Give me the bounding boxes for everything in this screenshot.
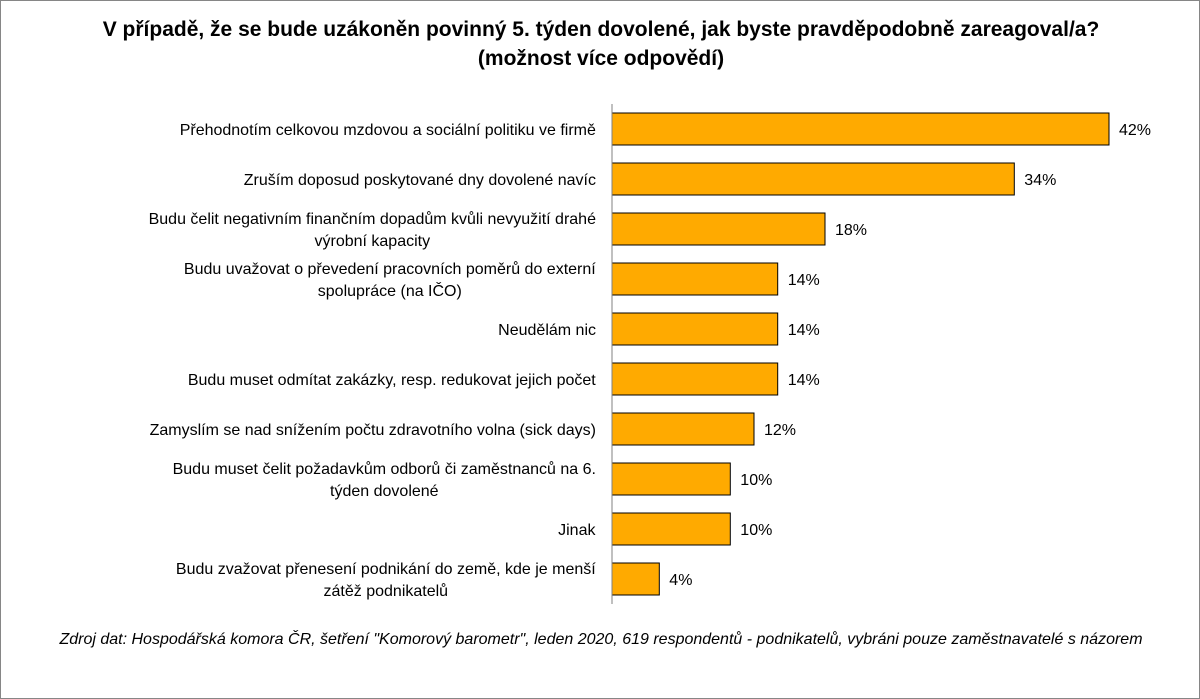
value-label: 4% xyxy=(669,572,692,589)
bar xyxy=(611,462,731,496)
value-label: 34% xyxy=(1024,172,1056,189)
chart-title: V případě, že se bude uzákoněn povinný 5… xyxy=(102,18,1100,70)
bar xyxy=(611,112,1110,146)
value-label: 14% xyxy=(788,372,820,389)
bar xyxy=(611,512,731,546)
category-label: Zamyslím se nad snížením počtu zdravotní… xyxy=(150,422,596,439)
category-label: Budu uvažovat o převedení pracovních pom… xyxy=(184,260,596,300)
bar xyxy=(611,262,779,296)
category-label: Budu zvažovat přenesení podnikání do zem… xyxy=(176,561,596,600)
category-label: Zruším doposud poskytované dny dovolené … xyxy=(244,172,596,189)
category-label: Přehodnotím celkovou mzdovou a sociální … xyxy=(180,122,596,139)
category-label: Budu čelit negativním finančním dopadům … xyxy=(149,210,596,250)
source-note: Zdroj dat: Hospodářská komora ČR, šetřen… xyxy=(59,631,1143,648)
bar xyxy=(611,162,1015,196)
value-label: 10% xyxy=(740,472,772,489)
value-label: 10% xyxy=(740,522,772,539)
category-label: Neudělám nic xyxy=(498,322,596,339)
category-label: Budu muset odmítat zakázky, resp. reduko… xyxy=(188,372,596,389)
bar xyxy=(611,362,779,396)
value-label: 12% xyxy=(764,422,796,439)
bar xyxy=(611,212,826,246)
value-label: 18% xyxy=(835,222,867,239)
bar xyxy=(611,312,779,346)
value-label: 14% xyxy=(788,272,820,289)
bar xyxy=(611,412,755,446)
category-label: Budu muset čelit požadavkům odborů či za… xyxy=(173,460,596,500)
category-label: Jinak xyxy=(558,522,596,539)
bar xyxy=(611,562,660,596)
value-label: 14% xyxy=(788,322,820,339)
value-label: 42% xyxy=(1119,122,1151,139)
